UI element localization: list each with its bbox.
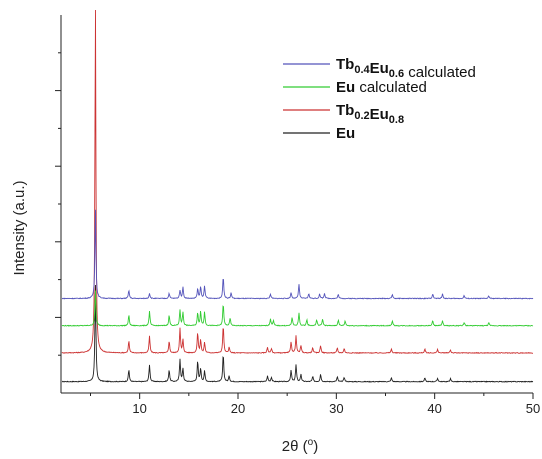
series-line-2	[61, 290, 534, 327]
y-axis-title: Intensity (a.u.)	[11, 180, 28, 275]
x-tick-label: 50	[526, 401, 540, 416]
x-tick-label: 10	[132, 401, 146, 416]
legend-label: Eu calculated	[336, 79, 427, 96]
series-line-0	[61, 284, 534, 383]
x-axis-title: 2θ (o)	[282, 437, 318, 455]
x-tick-label: 30	[329, 401, 343, 416]
axis-ticks: 10 20 30 40 50	[55, 52, 540, 416]
x-tick-label: 20	[231, 401, 245, 416]
series-line-3	[61, 209, 534, 300]
legend-label: Tb0.2Eu0.8	[336, 102, 404, 126]
series-line-1	[61, 9, 534, 354]
legend-label: Eu	[336, 125, 355, 142]
legend-label: Tb0.4Eu0.6 calculated	[336, 56, 476, 81]
series-layer	[61, 9, 534, 383]
x-tick-label: 40	[427, 401, 441, 416]
